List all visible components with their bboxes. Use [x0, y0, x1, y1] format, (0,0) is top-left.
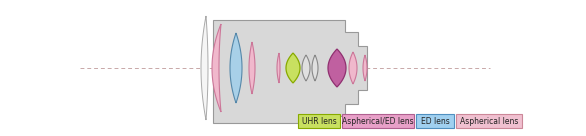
Polygon shape — [277, 53, 280, 83]
Polygon shape — [249, 42, 255, 94]
FancyBboxPatch shape — [298, 114, 340, 128]
FancyBboxPatch shape — [342, 114, 414, 128]
FancyBboxPatch shape — [416, 114, 454, 128]
Text: ED lens: ED lens — [421, 117, 449, 126]
Polygon shape — [286, 53, 300, 83]
Polygon shape — [363, 55, 367, 81]
FancyBboxPatch shape — [456, 114, 522, 128]
Text: UHR lens: UHR lens — [302, 117, 336, 126]
Polygon shape — [312, 55, 318, 81]
Polygon shape — [201, 16, 208, 120]
Text: Aspherical lens: Aspherical lens — [460, 117, 518, 126]
Polygon shape — [230, 33, 242, 103]
Polygon shape — [349, 52, 357, 84]
Polygon shape — [328, 49, 346, 87]
Polygon shape — [213, 20, 367, 123]
Polygon shape — [302, 55, 310, 81]
Text: Aspherical/ED lens: Aspherical/ED lens — [342, 117, 414, 126]
Polygon shape — [212, 24, 221, 112]
